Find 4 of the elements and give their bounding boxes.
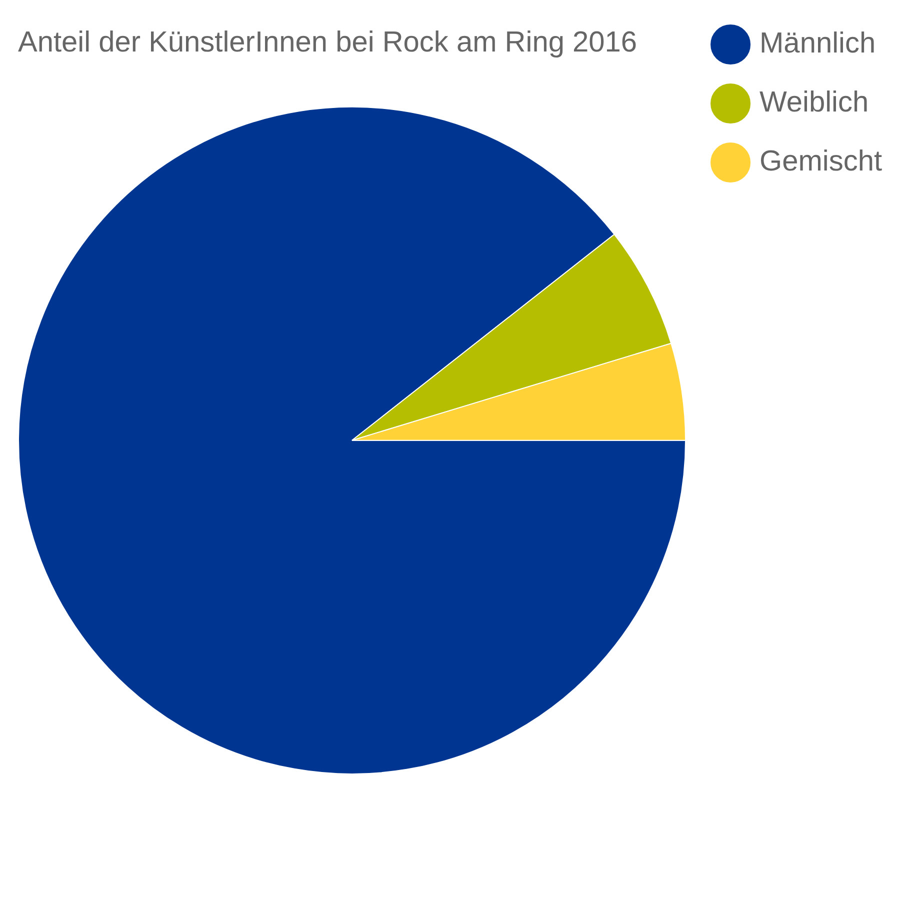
legend-label: Gemischt: [760, 146, 882, 178]
chart-title: Anteil der KünstlerInnen bei Rock am Ring 2016: [18, 26, 638, 58]
legend-label: Männlich: [760, 28, 876, 60]
legend-label: Weiblich: [760, 86, 869, 118]
